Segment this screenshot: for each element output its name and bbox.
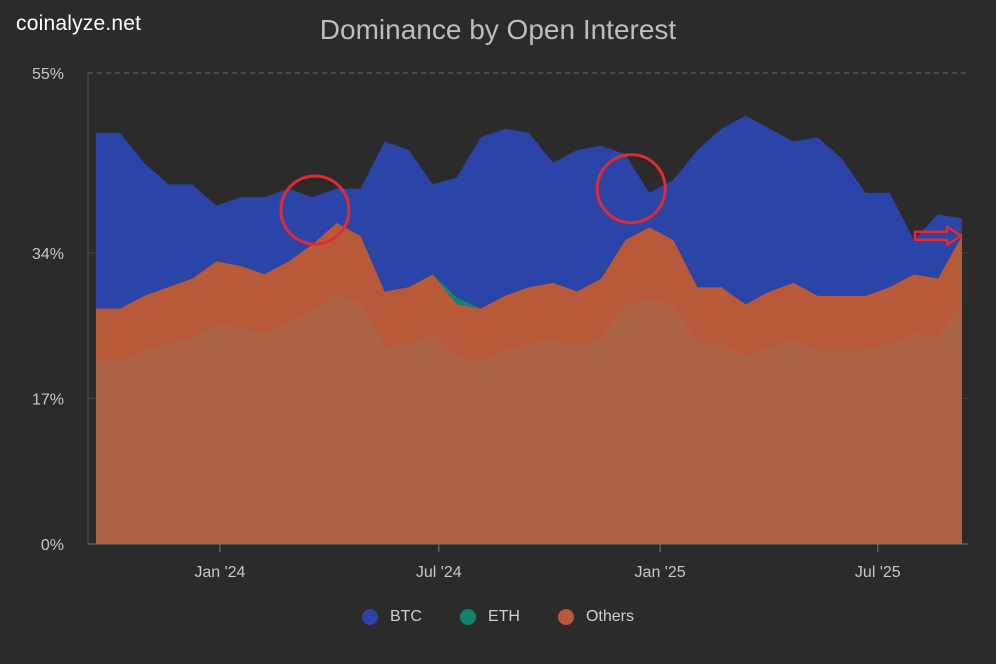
y-tick-label-2: 34%: [32, 246, 64, 263]
legend-label-others: Others: [585, 608, 634, 625]
stacked-areas: [96, 115, 962, 544]
series-area-btc[interactable]: [96, 115, 962, 309]
legend-item-btc[interactable]: BTC: [361, 608, 422, 626]
annotations: [279, 153, 963, 246]
legend-item-others[interactable]: Others: [557, 608, 634, 626]
x-tick-label-1: Jul '24: [416, 564, 462, 581]
annotation-arrow-2: [913, 225, 963, 246]
y-tick-label-3: 55%: [32, 66, 64, 83]
legend-item-eth[interactable]: ETH: [459, 608, 520, 626]
legend: BTC ETH Others: [0, 608, 996, 626]
annotation-circle-1: [595, 153, 667, 225]
legend-dot-eth: [459, 609, 476, 625]
legend-dot-btc: [361, 609, 378, 625]
x-tick-label-2: Jan '25: [635, 564, 686, 581]
axes: 0% 17% 34% 55% Jan '24 Jul '24 Jan '25 Jul '25: [32, 66, 968, 581]
x-tick-label-3: Jul '25: [855, 564, 901, 581]
site-brand: coinalyze.net: [16, 12, 142, 35]
y-tick-label-0: 0%: [41, 537, 64, 554]
legend-dot-others: [557, 609, 574, 625]
chart-title: Dominance by Open Interest: [319, 14, 677, 45]
legend-label-btc: BTC: [389, 608, 422, 625]
legend-label-eth: ETH: [487, 608, 520, 625]
annotation-circle-0: [279, 174, 351, 246]
x-tick-label-0: Jan '24: [194, 564, 245, 581]
y-tick-label-1: 17%: [32, 391, 64, 408]
series-area-others-shade: [96, 293, 962, 544]
dominance-chart[interactable]: 0% 17% 34% 55% Jan '24 Jul '24 Jan '25 Jul '25: [0, 0, 996, 600]
